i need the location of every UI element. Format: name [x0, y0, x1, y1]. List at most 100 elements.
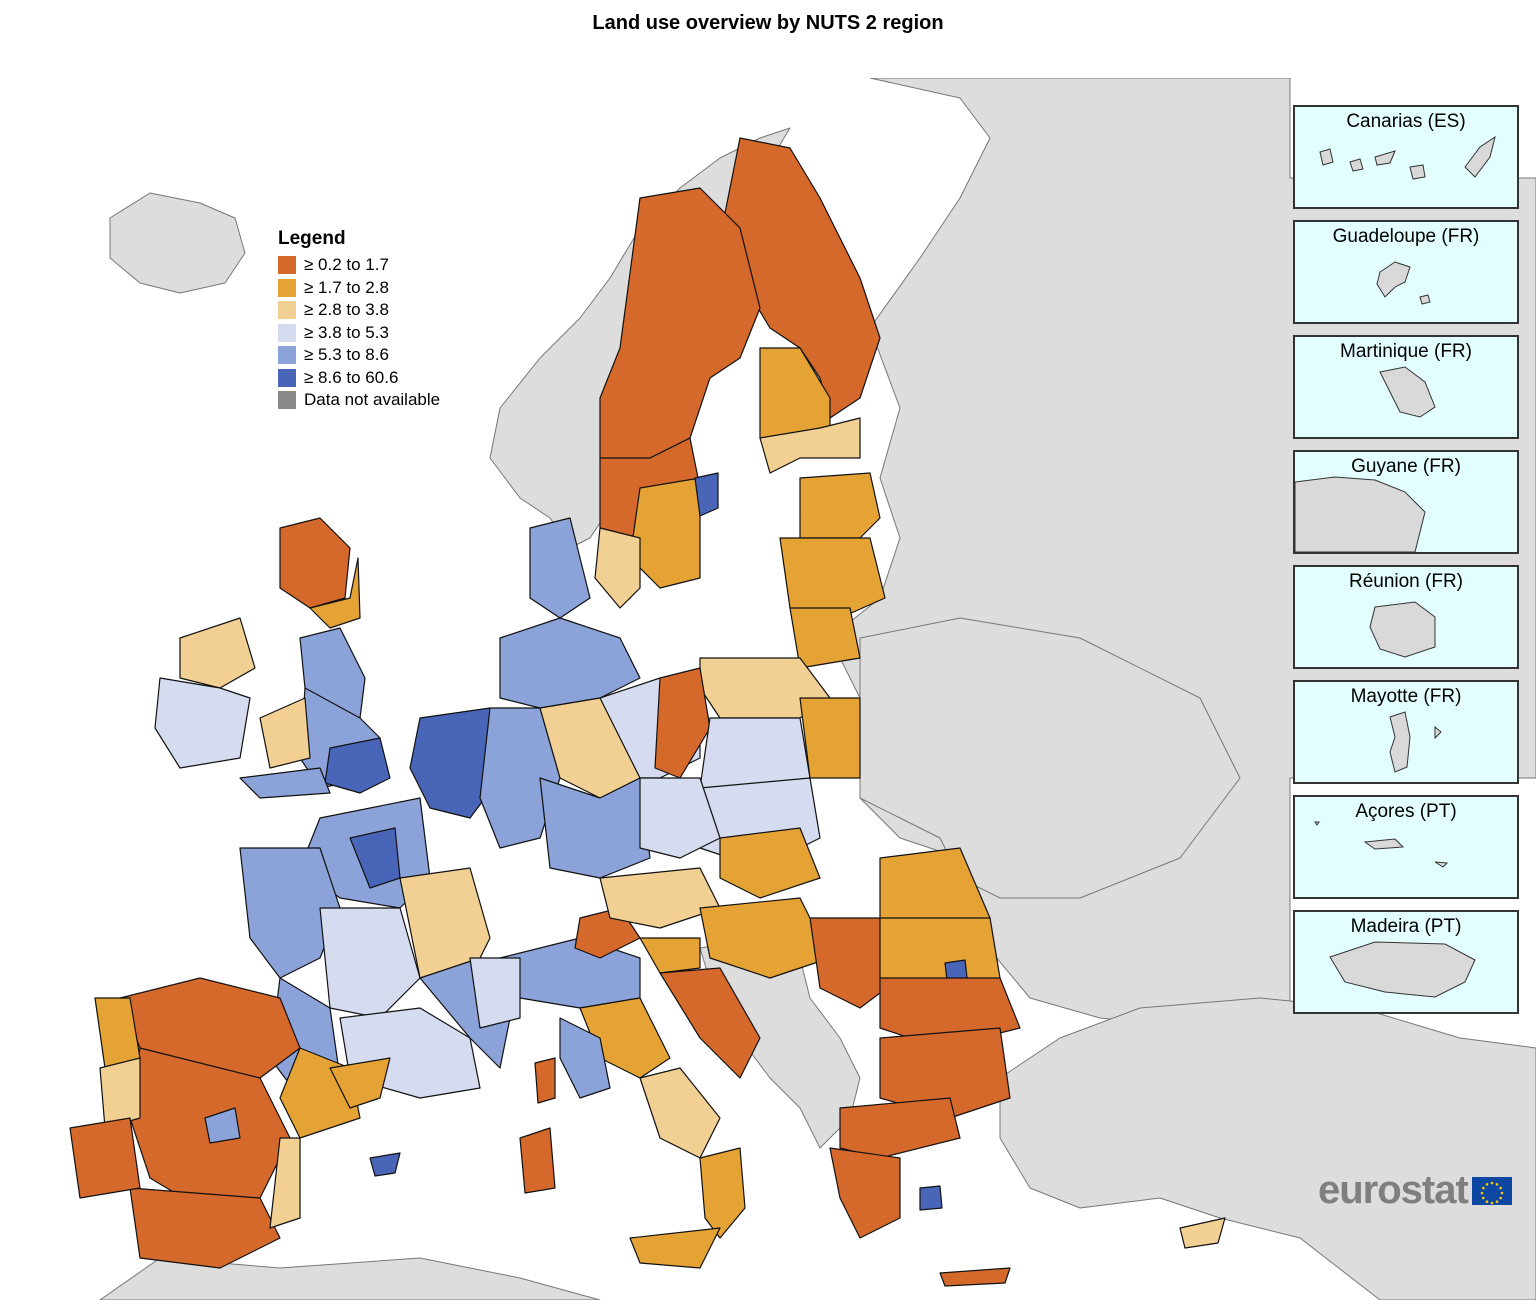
region-spain-south[interactable] — [129, 1187, 281, 1269]
region-portugal-center[interactable] — [99, 1057, 141, 1129]
region-portugal-south[interactable] — [69, 1117, 141, 1199]
region-cornwall[interactable] — [239, 767, 331, 799]
region-slovakia[interactable] — [719, 827, 821, 899]
nuts2-regions[interactable] — [69, 137, 1226, 1287]
region-attica[interactable] — [919, 1185, 943, 1211]
legend-swatch — [278, 301, 296, 320]
region-italy-south[interactable] — [639, 1067, 721, 1159]
region-czechia[interactable] — [639, 777, 721, 859]
legend-item: ≥ 2.8 to 3.8 — [278, 299, 440, 322]
eurostat-logo: eurostat — [1318, 1168, 1512, 1213]
legend-label: ≥ 3.8 to 5.3 — [304, 322, 389, 342]
legend-swatch — [278, 368, 296, 387]
inset-map — [1369, 601, 1436, 658]
region-crete[interactable] — [939, 1267, 1011, 1287]
region-lithuania-region[interactable] — [789, 607, 861, 669]
inset-r-union-fr[interactable]: Réunion (FR) — [1293, 565, 1519, 669]
region-sicily[interactable] — [629, 1227, 721, 1269]
region-finland-south[interactable] — [759, 417, 861, 474]
region-italy-nw[interactable] — [469, 957, 521, 1029]
region-france-west[interactable] — [239, 847, 341, 979]
legend-label: ≥ 1.7 to 2.8 — [304, 277, 389, 297]
inset-guadeloupe-fr[interactable]: Guadeloupe (FR) — [1293, 220, 1519, 324]
region-germany-north[interactable] — [499, 617, 641, 709]
region-austria[interactable] — [599, 867, 721, 929]
eu-flag-icon — [1471, 1176, 1512, 1205]
region-corsica[interactable] — [534, 1057, 556, 1104]
legend-title: Legend — [278, 228, 346, 249]
region-london[interactable] — [324, 737, 391, 794]
inset-martinique-fr[interactable]: Martinique (FR) — [1293, 335, 1519, 439]
inset-map — [1314, 821, 1449, 868]
legend-swatch — [278, 346, 296, 365]
inset-label: Martinique (FR) — [1340, 341, 1472, 362]
region-poland-northwest[interactable] — [654, 667, 711, 779]
region-catalonia[interactable] — [329, 1057, 391, 1109]
inset-map — [1379, 366, 1436, 418]
inset-label: Guadeloupe (FR) — [1332, 226, 1480, 247]
inset-mayotte-fr[interactable]: Mayotte (FR) — [1293, 680, 1519, 784]
legend-label: ≥ 8.6 to 60.6 — [304, 367, 399, 387]
region-madrid[interactable] — [204, 1107, 241, 1144]
inset-label: Réunion (FR) — [1348, 571, 1464, 592]
region-valencia[interactable] — [269, 1137, 301, 1229]
inset-map — [1295, 476, 1426, 552]
legend-swatch — [278, 323, 296, 342]
logo-text: eurostat — [1318, 1168, 1469, 1212]
legend-item: ≥ 1.7 to 2.8 — [278, 277, 440, 300]
region-poland-east[interactable] — [799, 697, 861, 779]
legend-label: Data not available — [304, 390, 441, 410]
legend-label: ≥ 0.2 to 1.7 — [304, 255, 389, 275]
region-denmark[interactable] — [529, 517, 591, 619]
region-sweden-southwest[interactable] — [594, 527, 641, 609]
ukraine-belarus — [859, 617, 1241, 899]
map-legend: Legend ≥ 0.2 to 1.7 ≥ 1.7 to 2.8 ≥ 2.8 to … — [278, 228, 440, 412]
legend-label: ≥ 5.3 to 8.6 — [304, 345, 389, 365]
region-croatia[interactable] — [659, 967, 761, 1079]
inset-canarias-es[interactable]: Canarias (ES) — [1293, 105, 1519, 209]
inset-map — [1329, 941, 1476, 998]
region-scotland-north[interactable] — [279, 517, 351, 609]
region-slovenia[interactable] — [639, 937, 701, 974]
region-italy-tuscany[interactable] — [559, 1017, 611, 1099]
inset-label: Guyane (FR) — [1351, 456, 1461, 477]
region-latvia-region[interactable] — [779, 537, 886, 619]
legend-swatch — [278, 256, 296, 275]
region-greece-central[interactable] — [829, 1147, 901, 1239]
legend-item: ≥ 5.3 to 8.6 — [278, 344, 440, 367]
legend-label: ≥ 2.8 to 3.8 — [304, 300, 389, 320]
legend-swatch — [278, 278, 296, 297]
region-sardinia[interactable] — [519, 1127, 556, 1194]
region-wales[interactable] — [259, 697, 311, 769]
inset-madeira-pt[interactable]: Madeira (PT) — [1293, 910, 1519, 1014]
region-ireland-south[interactable] — [154, 677, 251, 769]
region-bucharest[interactable] — [944, 959, 968, 981]
region-germany-south[interactable] — [539, 777, 651, 879]
region-estonia-region[interactable] — [799, 472, 881, 539]
region-stockholm[interactable] — [694, 472, 719, 517]
region-cyprus[interactable] — [1179, 1217, 1226, 1249]
region-hungary[interactable] — [699, 897, 831, 979]
region-ireland-north[interactable] — [179, 617, 256, 689]
outermost-regions-insets: Canarias (ES) Guadeloupe (FR) Martinique (… — [1293, 105, 1519, 1025]
inset-a-ores-pt[interactable]: Açores (PT) — [1293, 795, 1519, 899]
inset-guyane-fr[interactable]: Guyane (FR) — [1293, 450, 1519, 554]
region-bulgaria[interactable] — [879, 1027, 1011, 1119]
region-balearics[interactable] — [369, 1152, 401, 1177]
map-area[interactable]: Legend ≥ 0.2 to 1.7 ≥ 1.7 to 2.8 ≥ 2.8 to … — [0, 78, 1536, 1300]
region-scotland-south[interactable] — [309, 557, 361, 629]
inset-label: Madeira (PT) — [1350, 916, 1462, 937]
region-greece-north[interactable] — [839, 1097, 961, 1159]
inset-label: Mayotte (FR) — [1350, 686, 1462, 707]
north-africa — [99, 1257, 601, 1300]
iceland — [109, 192, 246, 294]
europe-map[interactable] — [0, 78, 1536, 1300]
legend-item: ≥ 3.8 to 5.3 — [278, 322, 440, 345]
legend-item: Data not available — [278, 389, 440, 412]
map-title: Land use overview by NUTS 2 region — [592, 12, 944, 34]
inset-map — [1376, 261, 1431, 305]
inset-map — [1319, 135, 1496, 180]
region-france-center[interactable] — [319, 907, 421, 1019]
region-calabria[interactable] — [699, 1147, 746, 1239]
turkey — [999, 997, 1536, 1300]
